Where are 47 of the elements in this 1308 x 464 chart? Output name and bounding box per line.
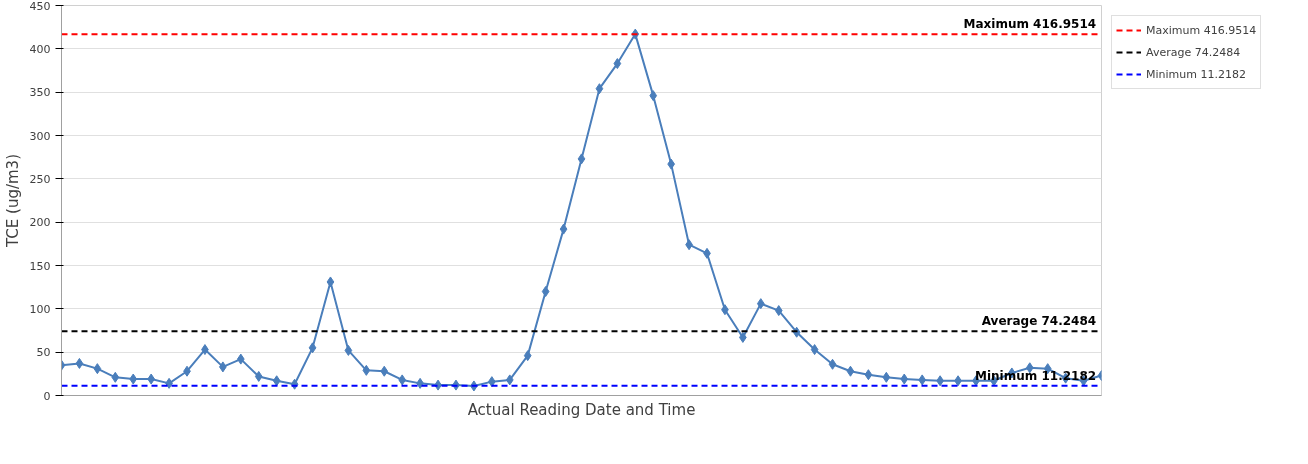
y-tick-label: 0 <box>43 389 51 403</box>
point <box>326 276 335 288</box>
y-tick-label: 200 <box>29 216 51 230</box>
point <box>900 373 909 385</box>
y-tick-label: 250 <box>29 172 51 186</box>
point <box>649 90 658 102</box>
point <box>254 370 263 382</box>
point <box>828 358 837 370</box>
point <box>541 286 550 297</box>
point <box>559 223 568 235</box>
text: Maximum 416.9514 <box>1146 23 1257 37</box>
point <box>810 344 819 356</box>
point <box>111 371 120 383</box>
point <box>864 369 873 381</box>
y-tick-label: 50 <box>36 346 51 360</box>
point <box>75 357 84 369</box>
point <box>308 342 317 354</box>
point <box>380 365 389 377</box>
y-tick-label: 150 <box>29 259 51 273</box>
point <box>344 344 353 356</box>
point <box>398 374 407 386</box>
y-tick-label: 300 <box>29 129 51 143</box>
point <box>129 373 138 385</box>
y-tick-label: 350 <box>29 86 51 100</box>
x-axis-title: Actual Reading Date and Time <box>467 400 696 419</box>
point <box>272 375 281 387</box>
point <box>882 371 891 383</box>
point <box>613 58 622 70</box>
point <box>756 298 765 310</box>
point <box>236 353 245 365</box>
y-tick-label: 400 <box>29 42 51 56</box>
point <box>577 153 586 165</box>
point <box>93 363 102 375</box>
y-axis-title: TCE (ug/m3) <box>3 154 22 248</box>
point <box>595 83 604 95</box>
point <box>846 365 855 377</box>
y-tick-label: 100 <box>29 302 51 316</box>
y-tick-label: 450 <box>29 0 51 13</box>
text: Minimum 11.2182 <box>1146 67 1246 81</box>
ref-line-label: Average 74.2484 <box>981 314 1097 329</box>
text: Average 74.2484 <box>1146 45 1241 59</box>
point <box>918 374 927 386</box>
point <box>523 350 532 362</box>
point <box>505 374 514 386</box>
ref-line-label: Maximum 416.9514 <box>963 17 1097 32</box>
point <box>774 305 783 317</box>
point <box>362 364 371 376</box>
